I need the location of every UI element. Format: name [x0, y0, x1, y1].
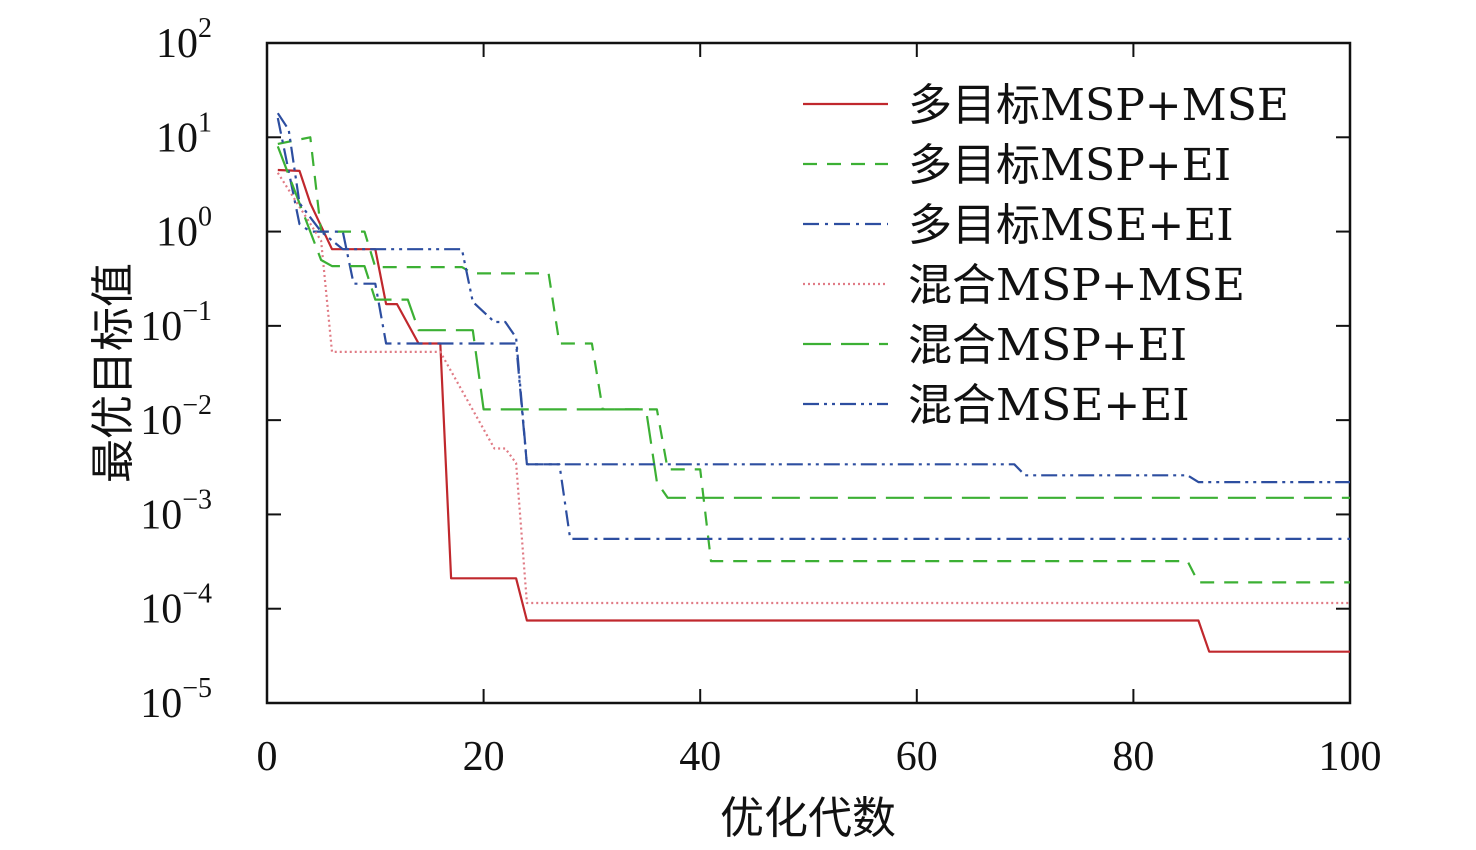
legend-label-4: 混合MSP+MSE	[908, 260, 1245, 311]
y-tick-label-3: 10−1	[140, 296, 212, 350]
y-tick-label-7: 10−5	[140, 673, 212, 727]
x-axis-title: 优化代数	[720, 793, 896, 844]
y-tick-label-6: 10−4	[140, 579, 212, 633]
series-line-3	[276, 117, 1350, 541]
x-tick-label-3: 60	[896, 734, 938, 780]
x-tick-label-5: 100	[1319, 734, 1382, 780]
series-line-6	[276, 112, 1350, 484]
y-tick-label-5: 10−3	[140, 484, 212, 538]
series-line-4	[276, 172, 1350, 605]
series-line-2	[277, 136, 1350, 584]
y-tick-label-0: 102	[156, 13, 212, 67]
legend-label-1: 多目标MSP+MSE	[908, 80, 1289, 131]
y-axis-title: 最优目标值	[88, 263, 139, 483]
plot-area	[265, 41, 1352, 705]
legend: 多目标MSP+MSE 多目标MSP+EI 多目标MSE+EI 混合MSP+MSE 混合M…	[803, 80, 1289, 431]
series-layer	[276, 112, 1350, 653]
legend-label-3: 多目标MSE+EI	[908, 200, 1234, 251]
x-tick-label-1: 20	[463, 734, 505, 780]
series-line-5	[276, 146, 1350, 499]
x-tick-label-4: 80	[1112, 734, 1154, 780]
y-tick-label-2: 100	[156, 202, 212, 256]
legend-label-6: 混合MSE+EI	[908, 380, 1190, 431]
x-tick-label-0: 0	[257, 734, 278, 780]
y-tick-label-1: 101	[156, 107, 212, 161]
axes-layer: 0 20 40 60 80 100 102 101 100 10−1 10−2 10−3 10−4 10−…	[140, 13, 1381, 780]
legend-label-2: 多目标MSP+EI	[908, 140, 1231, 191]
legend-label-5: 混合MSP+EI	[908, 320, 1187, 371]
y-tick-label-4: 10−2	[140, 390, 212, 444]
x-tick-label-2: 40	[679, 734, 721, 780]
